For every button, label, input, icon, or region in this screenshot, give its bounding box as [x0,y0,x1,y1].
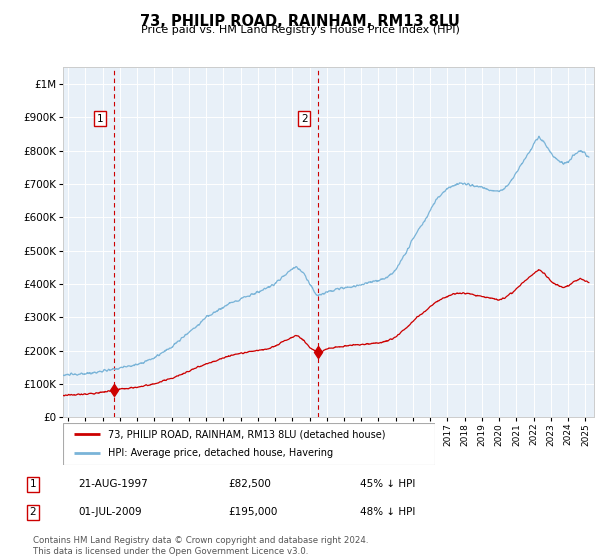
Text: 2: 2 [301,114,308,124]
Text: 01-JUL-2009: 01-JUL-2009 [78,507,142,517]
Text: 1: 1 [97,114,103,124]
Text: 73, PHILIP ROAD, RAINHAM, RM13 8LU: 73, PHILIP ROAD, RAINHAM, RM13 8LU [140,14,460,29]
Text: 45% ↓ HPI: 45% ↓ HPI [360,479,415,489]
Text: £82,500: £82,500 [228,479,271,489]
Text: Price paid vs. HM Land Registry's House Price Index (HPI): Price paid vs. HM Land Registry's House … [140,25,460,35]
Text: 1: 1 [29,479,37,489]
Text: 21-AUG-1997: 21-AUG-1997 [78,479,148,489]
Text: 2: 2 [29,507,37,517]
Text: £195,000: £195,000 [228,507,277,517]
Text: 73, PHILIP ROAD, RAINHAM, RM13 8LU (detached house): 73, PHILIP ROAD, RAINHAM, RM13 8LU (deta… [107,429,385,439]
Text: HPI: Average price, detached house, Havering: HPI: Average price, detached house, Have… [107,449,333,459]
Text: 48% ↓ HPI: 48% ↓ HPI [360,507,415,517]
Text: Contains HM Land Registry data © Crown copyright and database right 2024.
This d: Contains HM Land Registry data © Crown c… [33,536,368,556]
